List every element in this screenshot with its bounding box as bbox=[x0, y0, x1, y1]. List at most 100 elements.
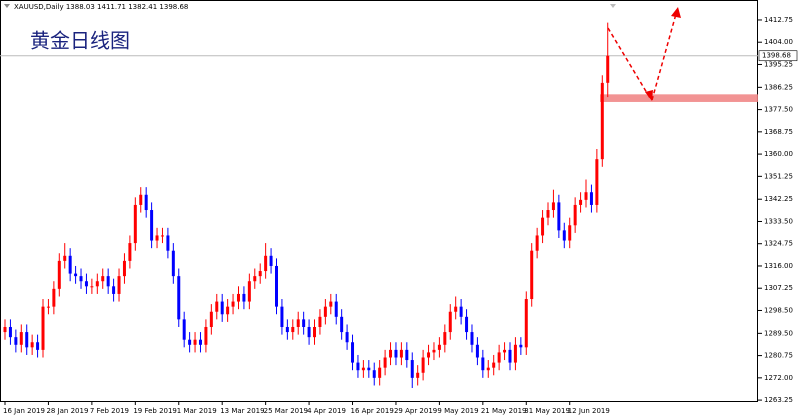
candle-body bbox=[188, 339, 192, 345]
candle-body bbox=[144, 194, 148, 211]
candle-body bbox=[378, 367, 382, 378]
candle-body bbox=[416, 372, 420, 378]
candle-body bbox=[356, 362, 360, 371]
y-tick-label: 1263.25 bbox=[764, 396, 793, 404]
candle-body bbox=[334, 301, 338, 317]
candle-body bbox=[215, 301, 219, 312]
candle-body bbox=[296, 319, 300, 327]
candle-body bbox=[52, 288, 56, 307]
y-tick-label: 1324.75 bbox=[764, 240, 793, 248]
chart-title: 黄金日线图 bbox=[30, 29, 130, 53]
candle-body bbox=[372, 370, 376, 378]
support-zone bbox=[600, 94, 758, 102]
candle-body bbox=[481, 357, 485, 371]
candle-body bbox=[275, 265, 278, 307]
candle-body bbox=[383, 357, 387, 368]
candle-body bbox=[193, 339, 197, 345]
y-tick-label: 1280.75 bbox=[764, 352, 793, 360]
candle-body bbox=[486, 367, 490, 371]
candle-body bbox=[182, 319, 186, 340]
candle-body bbox=[285, 326, 289, 333]
candle-body bbox=[139, 194, 143, 205]
annotation-arrows bbox=[607, 7, 681, 101]
candle-body bbox=[128, 243, 132, 261]
candle-body bbox=[25, 332, 29, 348]
candle-body bbox=[606, 55, 610, 83]
x-tick-label: 9 May 2019 bbox=[437, 407, 478, 415]
candle-body bbox=[562, 230, 566, 241]
y-tick-label: 1360.00 bbox=[764, 150, 793, 158]
candle-body bbox=[280, 306, 284, 327]
candle-body bbox=[318, 316, 322, 327]
candle-body bbox=[421, 357, 425, 373]
candle-body bbox=[166, 235, 170, 251]
candle-body bbox=[106, 276, 110, 287]
candle-body bbox=[74, 273, 78, 277]
y-tick-label: 1395.25 bbox=[764, 60, 793, 68]
candle-body bbox=[584, 192, 588, 200]
arrow-head bbox=[671, 7, 681, 18]
candle-body bbox=[133, 204, 137, 244]
x-tick-label: 16 Apr 2019 bbox=[351, 407, 394, 415]
candle-body bbox=[236, 293, 240, 302]
candle-body bbox=[508, 349, 512, 363]
candle-body bbox=[437, 344, 441, 350]
candle-body bbox=[546, 210, 550, 218]
candle-body bbox=[68, 255, 72, 274]
candle-body bbox=[530, 250, 534, 300]
candle-body bbox=[427, 352, 431, 358]
y-tick-label: 1333.50 bbox=[764, 217, 793, 225]
candle-body bbox=[122, 260, 126, 277]
plot-frame bbox=[0, 0, 758, 402]
y-tick-label: 1289.50 bbox=[764, 329, 793, 337]
candle-body bbox=[253, 276, 257, 282]
candle-body bbox=[573, 204, 577, 226]
x-tick-label: 16 Jan 2019 bbox=[3, 407, 45, 415]
candle-body bbox=[63, 255, 67, 261]
menu-icon bbox=[4, 4, 10, 8]
y-tick-label: 1368.75 bbox=[764, 128, 793, 136]
candle-body bbox=[90, 286, 94, 288]
candle-body bbox=[8, 326, 12, 338]
x-tick-label: 4 Apr 2019 bbox=[307, 407, 346, 415]
candle-body bbox=[340, 316, 344, 333]
candle-body bbox=[204, 326, 208, 345]
y-tick-label: 1377.50 bbox=[764, 106, 793, 114]
candle-body bbox=[519, 344, 523, 348]
candle-body bbox=[600, 82, 604, 160]
candle-body bbox=[307, 326, 311, 338]
arrow-up bbox=[651, 13, 677, 101]
y-tick-label: 1272.00 bbox=[764, 374, 793, 382]
candle-body bbox=[524, 299, 528, 348]
x-tick-label: 13 Mar 2019 bbox=[220, 407, 264, 415]
x-tick-label: 31 May 2019 bbox=[524, 407, 570, 415]
candle-body bbox=[226, 306, 230, 315]
candle-body bbox=[198, 339, 202, 345]
candle-body bbox=[30, 342, 34, 348]
candle-body bbox=[14, 337, 18, 345]
candle-body bbox=[432, 349, 436, 353]
candle-body bbox=[367, 367, 371, 371]
candle-body bbox=[454, 306, 458, 312]
candle-body bbox=[177, 276, 181, 320]
candle-body bbox=[410, 360, 414, 378]
x-tick-label: 28 Jan 2019 bbox=[46, 407, 88, 415]
candle-body bbox=[361, 367, 365, 371]
candle-body bbox=[231, 301, 235, 307]
price-label-box bbox=[758, 50, 798, 62]
ohlc-close: 1398.68 bbox=[159, 3, 188, 11]
candle-body bbox=[95, 281, 99, 287]
candle-body bbox=[394, 349, 398, 358]
y-tick-label: 1342.25 bbox=[764, 195, 793, 203]
symbol: XAUUSD,Daily bbox=[14, 3, 64, 11]
candle-body bbox=[209, 311, 213, 327]
candle-body bbox=[79, 276, 83, 282]
candle-body bbox=[291, 326, 295, 333]
candle-body bbox=[112, 286, 116, 294]
x-tick-label: 7 Feb 2019 bbox=[90, 407, 129, 415]
ohlc-low: 1382.41 bbox=[128, 3, 157, 11]
candle-body bbox=[503, 349, 507, 353]
y-tick-label: 1386.25 bbox=[764, 83, 793, 91]
candle-body bbox=[329, 301, 333, 307]
ohlc-high: 1411.71 bbox=[97, 3, 126, 11]
